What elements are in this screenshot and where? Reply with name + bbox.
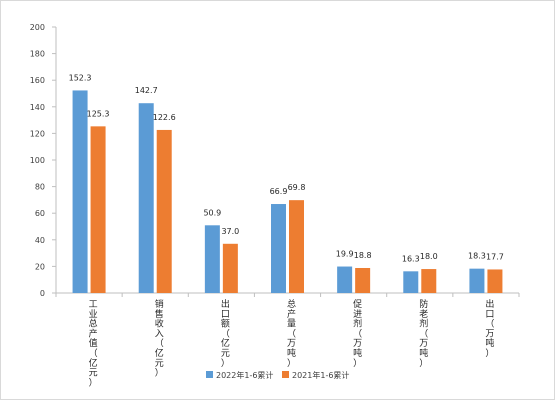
data-label: 122.6 [153,113,176,122]
category-label: 防老剂（万吨） [419,298,428,369]
y-tick-label: 60 [35,209,45,218]
data-label: 69.8 [288,183,306,192]
category-label: 总产量（万吨） [287,298,296,369]
category-label: 销售收入（亿元） [155,298,164,379]
bar-series-2 [421,269,437,293]
data-label: 125.3 [87,109,110,118]
legend-label-1: 2022年1-6累计 [216,370,273,380]
data-label: 16.3 [402,254,420,263]
bar-series-2 [222,243,238,293]
bar-series-1 [337,266,353,293]
legend-label-2: 2021年1-6累计 [292,370,349,380]
data-label: 18.3 [468,252,486,261]
y-tick-label: 160 [30,76,45,85]
category-label: 工业总产值（亿元） [89,300,98,388]
y-tick-label: 20 [35,262,45,271]
y-axis-ticks: 0 20 40 60 80 100 120 140 160 180 200 [30,23,56,298]
data-labels: 152.3 125.3 142.7 122.6 50.9 37.0 66.9 69.8 19.9… [69,73,504,263]
category-label: 促进剂（万吨） [353,298,362,369]
bar-series-1 [138,103,154,293]
legend: 2022年1-6累计 2021年1-6累计 [206,370,349,380]
category-label: 出口（万吨） [485,298,494,359]
bar-series-2 [487,269,503,293]
bar-series-1 [469,268,485,293]
legend-swatch-2 [282,371,289,378]
bars [72,90,503,293]
bar-series-1 [403,271,419,293]
y-tick-label: 200 [30,23,45,32]
data-label: 66.9 [270,187,288,196]
y-tick-label: 100 [30,156,45,165]
bar-series-2 [355,267,371,293]
y-tick-label: 80 [35,183,45,192]
y-tick-label: 180 [30,50,45,59]
data-label: 50.9 [203,208,221,217]
axes [55,27,520,297]
y-tick-label: 40 [35,236,45,245]
data-label: 152.3 [69,73,92,82]
bar-series-2 [90,126,106,293]
data-label: 142.7 [135,86,158,95]
category-labels: 工业总产值（亿元） 销售收入（亿元） 出口额（亿元） 总产量（万吨） 促进剂（万吨） 防老… [89,298,495,388]
bar-series-1 [72,90,88,293]
legend-swatch-1 [206,371,213,378]
data-label: 19.9 [336,250,354,259]
category-label: 出口额（亿元） [221,298,230,369]
data-label: 18.8 [354,251,372,260]
bar-series-1 [271,204,286,293]
bar-series-2 [289,200,304,293]
data-label: 17.7 [486,252,504,261]
bar-series-2 [156,129,172,293]
bar-series-1 [204,225,220,293]
y-tick-label: 0 [40,289,45,298]
data-label: 18.0 [420,252,438,261]
y-tick-label: 120 [30,129,45,138]
y-tick-label: 140 [30,103,45,112]
data-label: 37.0 [221,227,239,236]
